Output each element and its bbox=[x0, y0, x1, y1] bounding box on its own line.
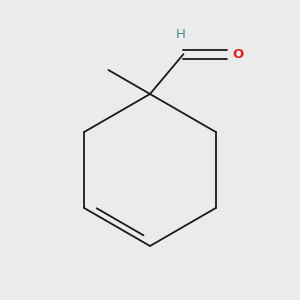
Text: H: H bbox=[176, 28, 185, 41]
Text: O: O bbox=[233, 48, 244, 61]
